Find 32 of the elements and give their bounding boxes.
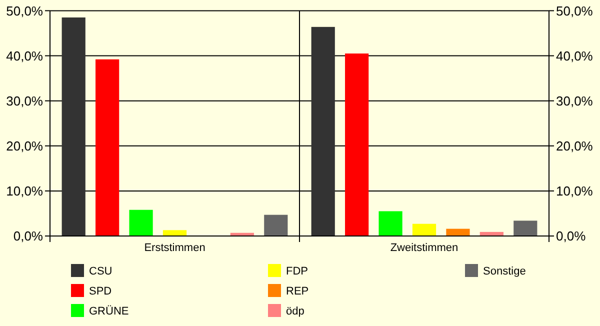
- legend-label: GRÜNE: [89, 304, 129, 318]
- y-tick-label: 0,0%: [13, 228, 44, 244]
- legend-label: SPD: [89, 285, 112, 298]
- legend-label: REP: [286, 285, 309, 298]
- y2-tick-label: 50,0%: [556, 3, 594, 18]
- bar: [345, 54, 369, 236]
- bar: [378, 211, 402, 236]
- bar: [412, 224, 436, 236]
- legend-label: FDP: [286, 265, 308, 278]
- bar: [264, 214, 288, 236]
- bar: [162, 230, 187, 236]
- x-tick-label: Zweitstimmen: [390, 242, 458, 254]
- legend-label: Sonstige: [483, 265, 526, 278]
- bar: [96, 59, 120, 236]
- legend-label: ödp: [286, 305, 304, 318]
- bar: [514, 220, 538, 236]
- bar: [311, 26, 335, 236]
- y2-tick-label: 20,0%: [556, 138, 594, 154]
- x-tick-label: Erststimmen: [144, 242, 206, 254]
- y2-tick-label: 30,0%: [556, 93, 594, 108]
- y-tick-label: 40,0%: [6, 48, 44, 64]
- y2-tick-label: 40,0%: [556, 48, 594, 64]
- legend-label: CSU: [89, 265, 112, 278]
- bar: [446, 228, 470, 236]
- y-tick-label: 10,0%: [6, 183, 44, 198]
- y-tick-label: 50,0%: [6, 3, 44, 18]
- y2-tick-label: 0,0%: [556, 228, 586, 244]
- y-tick-label: 20,0%: [6, 138, 44, 154]
- y2-tick-label: 10,0%: [556, 183, 594, 198]
- y-tick-label: 30,0%: [6, 93, 44, 108]
- bar: [129, 210, 153, 236]
- bar: [62, 17, 86, 236]
